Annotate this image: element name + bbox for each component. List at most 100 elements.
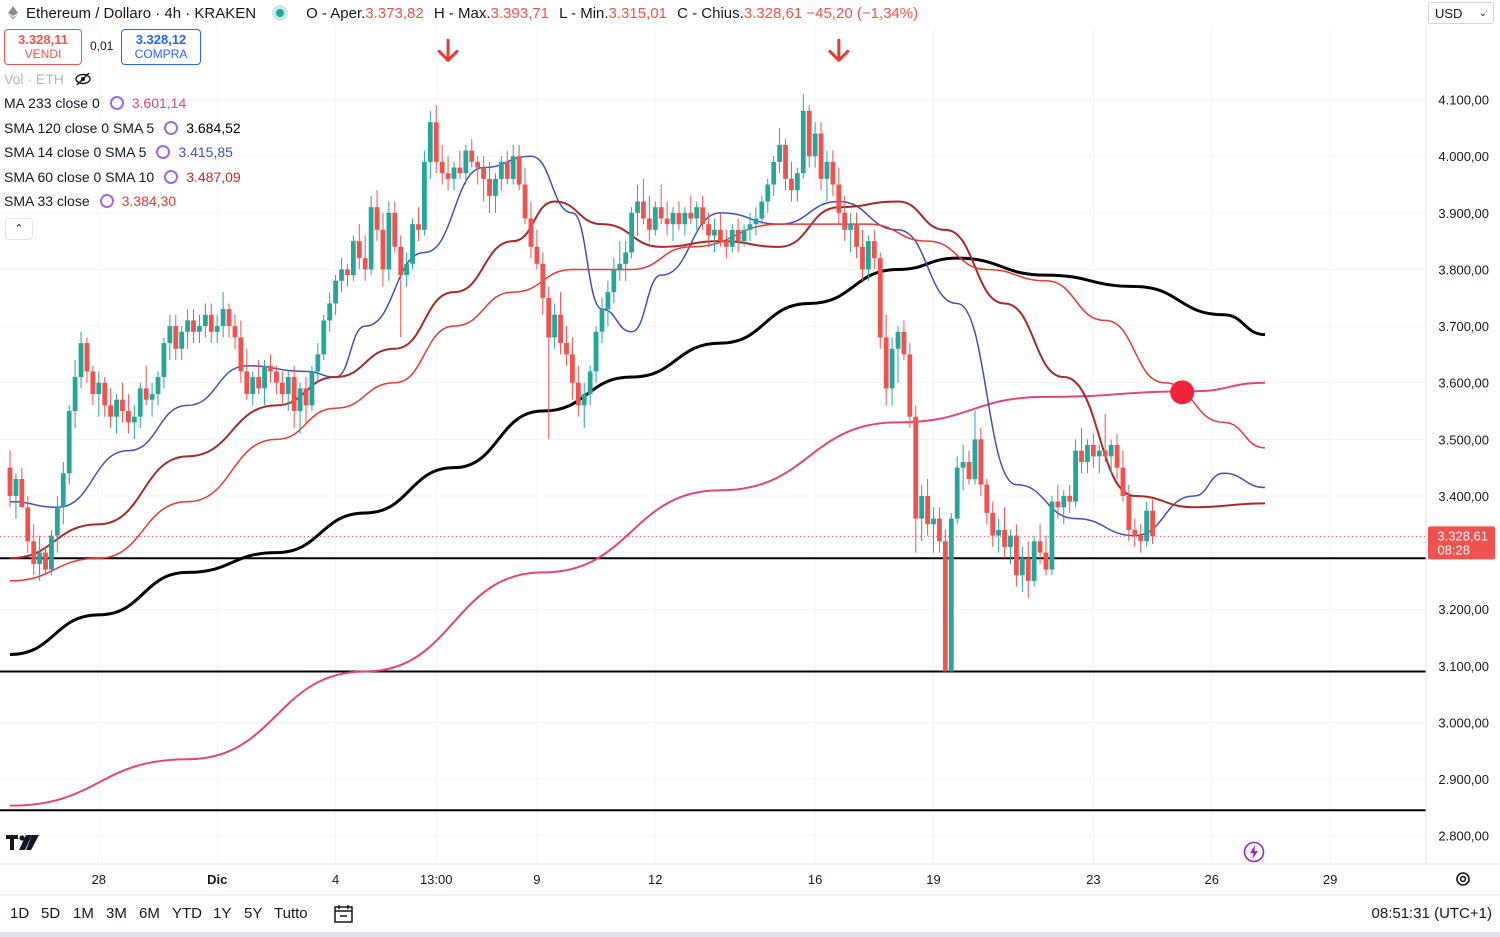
candle-body (404, 263, 410, 276)
candle-body (575, 382, 581, 406)
sell-button[interactable]: 3.328,11 VENDI (4, 29, 82, 65)
candle-body (498, 161, 504, 179)
last-price-badge (1428, 526, 1495, 560)
ma-line (9, 223, 1266, 582)
candle-body (37, 552, 42, 564)
candle-body (1079, 450, 1084, 462)
candle-body (954, 467, 960, 519)
range-button[interactable]: Tutto (274, 905, 308, 922)
chart-header: Ethereum / Dollaro · 4h · KRAKEN O - Ape… (0, 0, 918, 26)
candle-body (102, 382, 108, 406)
candle-body (658, 207, 664, 219)
price-chart[interactable]: 2.800,00 2.900,00 3.000,00 3.100,00 3.200,00… (0, 0, 1500, 896)
buy-button[interactable]: 3.328,12 COMPRA (121, 29, 201, 65)
chevron-down-icon: ⌄ (1478, 8, 1487, 19)
candle-body (1067, 495, 1073, 502)
indicator-row[interactable]: SMA 33 close 3.384,30 (4, 193, 176, 209)
sync-icon[interactable] (164, 169, 179, 184)
indicator-row[interactable]: SMA 14 close 0 SMA 5 3.415,85 (4, 144, 233, 160)
range-button[interactable]: YTD (172, 905, 202, 922)
gear-icon[interactable] (1454, 870, 1472, 888)
ma-line (9, 155, 1266, 537)
time-tick-label: 12 (648, 872, 662, 887)
candle-body (996, 529, 1002, 536)
candle-body (291, 377, 297, 412)
sync-icon[interactable] (109, 96, 124, 110)
candle-body (410, 224, 415, 264)
candle-body (1037, 541, 1043, 553)
price-axis[interactable] (1426, 26, 1500, 864)
candle-body (706, 224, 711, 236)
candle-body (96, 382, 102, 395)
candle-body (1102, 450, 1108, 457)
candle-body (510, 156, 516, 179)
lightning-icon[interactable] (1243, 841, 1265, 863)
sync-icon[interactable] (99, 194, 114, 208)
candle-body (883, 337, 889, 389)
range-button[interactable]: 1Y (213, 905, 232, 922)
price-tick-label: 3.800,00 (1438, 262, 1489, 277)
time-axis-labels[interactable]: 28 Dic 4 13:00 9 12 16 19 23 26 29 (92, 872, 1338, 887)
candle-body (931, 518, 936, 525)
candle-body (611, 269, 617, 293)
candle-body (54, 507, 60, 536)
candle-body (546, 297, 552, 338)
candle-body (842, 212, 848, 230)
sync-icon[interactable] (164, 120, 179, 135)
range-button[interactable]: 5Y (244, 905, 263, 922)
ethereum-icon (8, 6, 18, 20)
calendar-range-icon[interactable] (333, 904, 355, 924)
open-label: O - Aper. (306, 4, 366, 22)
candle-body (451, 167, 457, 179)
indicator-row[interactable]: SMA 120 close 0 SMA 5 3.684,52 (4, 120, 241, 136)
price-tick-label: 3.000,00 (1438, 715, 1489, 730)
close-value: 3.328,61 (743, 4, 803, 22)
indicator-value: 3.415,85 (178, 144, 233, 160)
indicator-row[interactable]: SMA 60 close 0 SMA 10 3.487,09 (4, 169, 241, 185)
moving-average-lines (9, 155, 1266, 807)
time-tick-label: 4 (332, 872, 339, 887)
candle-body (439, 161, 445, 174)
candle-body (137, 388, 143, 417)
range-button[interactable]: 1M (73, 905, 94, 922)
candle-body (1108, 445, 1114, 457)
range-button[interactable]: 6M (139, 905, 160, 922)
change-value: −45,20 (−1,34%) (806, 4, 919, 22)
candle-body (427, 122, 433, 162)
candle-body (948, 518, 954, 672)
candle-body (398, 246, 404, 276)
candle-body (682, 212, 688, 225)
collapse-legend-button[interactable]: ⌃ (5, 218, 33, 240)
candle-body (303, 388, 309, 406)
range-button[interactable]: 3M (106, 905, 127, 922)
candle-body (1090, 445, 1096, 457)
candle-body (1019, 558, 1025, 576)
clock-timezone[interactable]: 08:51:31 (UTC+1) (1371, 905, 1492, 922)
candle-body (1043, 552, 1049, 570)
price-tick-label: 3.400,00 (1438, 489, 1489, 504)
currency-select[interactable]: USD ⌄ (1428, 2, 1494, 24)
candle-body (1002, 529, 1007, 547)
range-button[interactable]: 5D (41, 905, 61, 922)
candle-body (765, 184, 771, 202)
candle-body (516, 156, 522, 185)
candle-body (759, 201, 765, 219)
candle-body (800, 110, 806, 174)
indicator-label: SMA 14 close 0 SMA 5 (4, 144, 147, 160)
candle-body (712, 229, 717, 236)
indicator-row[interactable]: MA 233 close 0 3.601,14 (4, 95, 186, 111)
sync-icon[interactable] (156, 145, 171, 159)
eye-off-icon[interactable] (74, 72, 92, 86)
range-button[interactable]: 1D (10, 905, 30, 922)
candle-body (812, 133, 818, 157)
candle-body (1114, 445, 1120, 468)
candle-body (789, 178, 794, 191)
candle-body (66, 411, 72, 474)
sell-price: 3.328,11 (18, 32, 68, 47)
candle-body (380, 229, 386, 270)
candle-body (552, 314, 558, 338)
symbol-title[interactable]: Ethereum / Dollaro · 4h · KRAKEN (26, 4, 257, 22)
candle-body (794, 173, 800, 191)
candle-body (31, 541, 37, 564)
volume-legend[interactable]: Vol · ETH (4, 71, 92, 87)
